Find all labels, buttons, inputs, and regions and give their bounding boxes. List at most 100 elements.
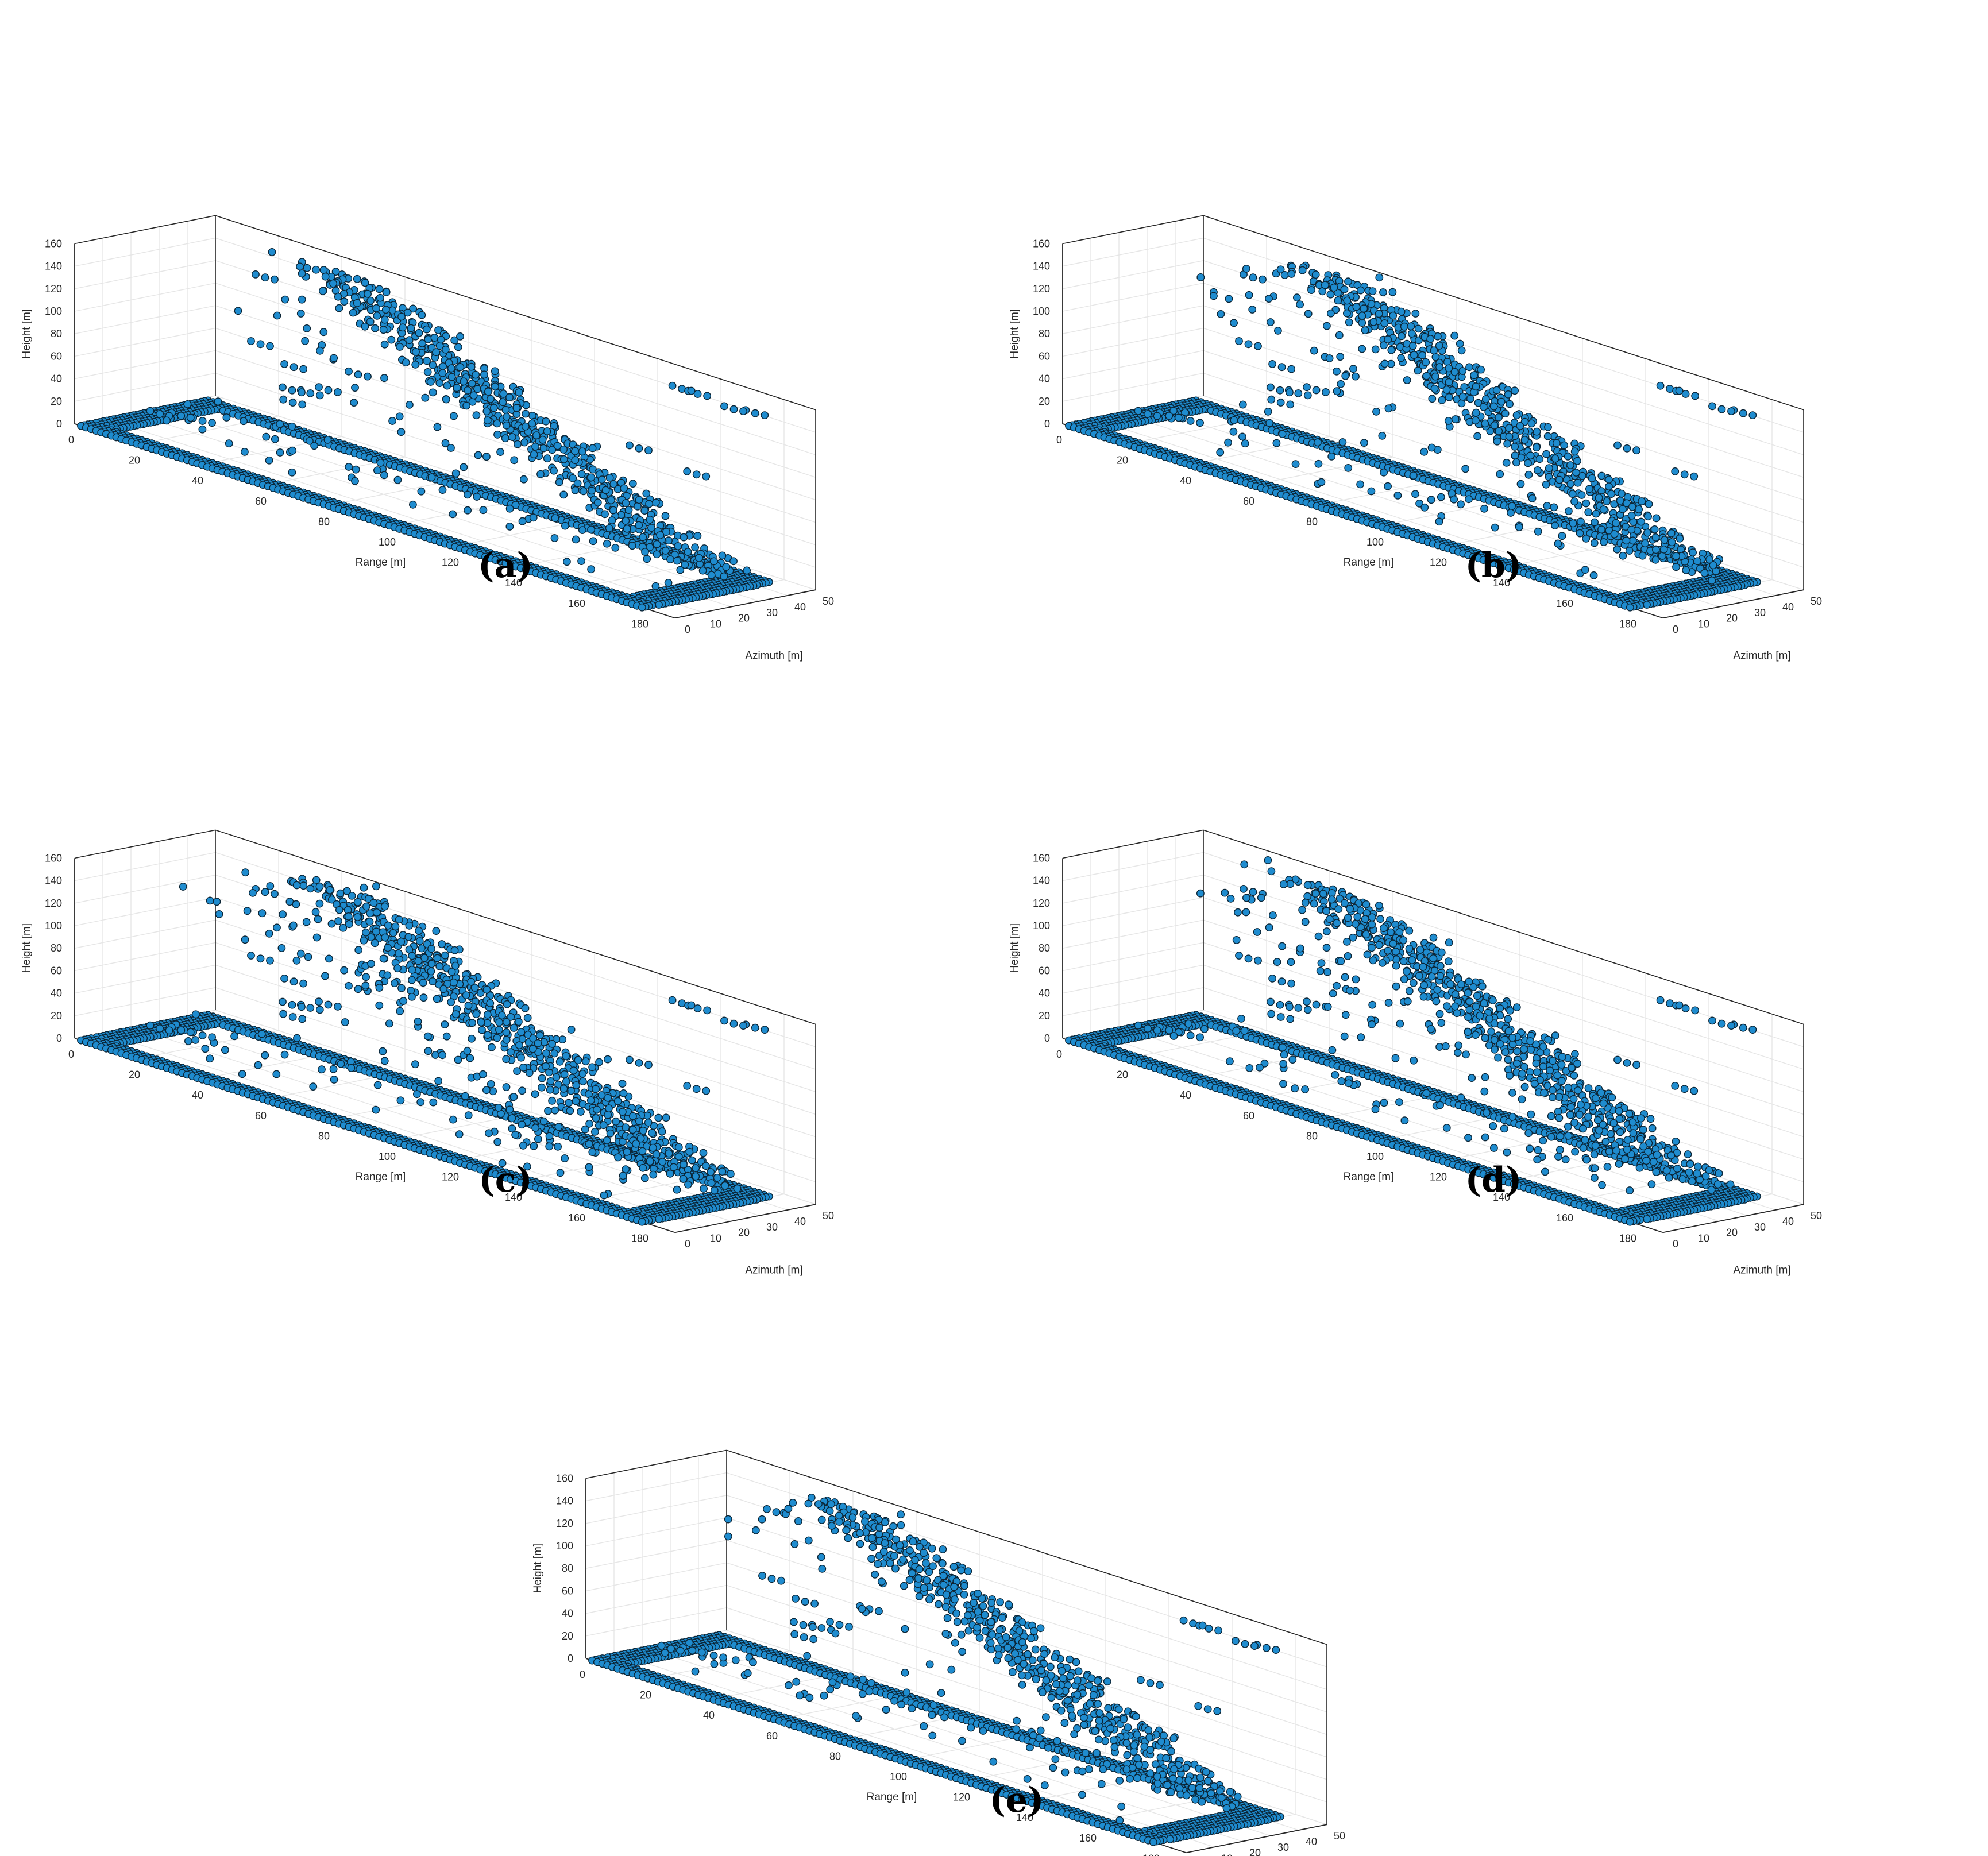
data-point — [310, 442, 318, 450]
data-point — [1502, 459, 1511, 467]
data-point — [1503, 439, 1511, 448]
data-point — [345, 463, 353, 471]
data-point — [305, 436, 314, 445]
y-tick-label: 30 — [766, 607, 778, 618]
data-point — [691, 543, 700, 552]
data-point — [415, 328, 423, 337]
data-point — [1249, 273, 1257, 282]
data-point — [1264, 408, 1272, 416]
data-point — [1310, 346, 1318, 355]
data-point — [186, 413, 195, 422]
data-point — [483, 416, 492, 424]
data-point — [499, 390, 508, 398]
data-point — [323, 436, 332, 444]
data-point — [361, 322, 369, 331]
grid-line — [74, 875, 216, 904]
data-point — [1414, 324, 1423, 333]
z-tick-label: 40 — [1039, 373, 1050, 385]
data-point — [635, 444, 643, 453]
data-point — [639, 533, 647, 542]
y-tick-label: 50 — [823, 596, 834, 607]
data-point — [536, 470, 545, 478]
data-point — [1387, 346, 1396, 354]
data-point — [1371, 345, 1380, 354]
data-point — [1444, 417, 1453, 425]
data-point — [1555, 475, 1564, 484]
data-point — [1437, 493, 1445, 501]
z-tick-label: 0 — [1044, 418, 1050, 430]
data-point — [417, 487, 426, 496]
data-point — [1280, 270, 1289, 279]
data-point — [1380, 359, 1389, 368]
data-point — [1241, 439, 1249, 448]
data-point — [395, 915, 403, 924]
data-point — [604, 1055, 612, 1064]
panel-c: 0 20 40 60 80 100 120 140 160 0 20 40 60 80 100 120 140 1… — [17, 614, 994, 1277]
data-point — [523, 1014, 532, 1022]
data-point — [702, 472, 711, 481]
data-point — [375, 285, 384, 293]
data-point — [1352, 303, 1361, 311]
data-point — [609, 506, 617, 515]
data-point — [447, 364, 455, 373]
data-point — [464, 506, 472, 515]
data-point — [751, 1023, 759, 1032]
data-point — [437, 335, 445, 344]
data-point — [387, 335, 396, 344]
data-point — [393, 475, 402, 484]
data-point — [1623, 444, 1631, 453]
data-point — [261, 273, 269, 282]
data-point — [472, 1010, 481, 1018]
data-point — [611, 544, 620, 552]
data-point — [1312, 386, 1321, 395]
y-tick-label: 40 — [794, 601, 806, 613]
data-point — [655, 601, 663, 609]
data-point — [1533, 427, 1541, 436]
data-point — [588, 486, 596, 495]
data-point — [529, 513, 538, 522]
data-point — [438, 940, 446, 948]
data-point — [1307, 286, 1315, 294]
data-point — [268, 248, 276, 256]
data-point — [1272, 439, 1281, 447]
data-point — [1294, 389, 1303, 397]
data-point — [345, 367, 353, 376]
data-point — [426, 378, 435, 386]
data-point — [515, 388, 523, 397]
data-point — [1445, 378, 1453, 386]
data-point — [1327, 453, 1336, 461]
data-point — [1244, 340, 1253, 349]
data-point — [1651, 533, 1660, 542]
data-point — [298, 388, 306, 397]
x-tick-label: 120 — [442, 557, 459, 569]
data-point — [1526, 451, 1535, 460]
data-point — [1144, 410, 1152, 418]
data-point — [1570, 497, 1578, 506]
data-point — [1524, 470, 1533, 479]
data-point — [605, 524, 613, 532]
z-tick-label: 0 — [56, 418, 62, 430]
data-point — [1542, 450, 1550, 458]
data-point — [1398, 332, 1406, 341]
data-point — [622, 517, 630, 525]
data-point — [1505, 432, 1514, 441]
data-point — [635, 496, 643, 504]
data-point — [1287, 270, 1296, 278]
data-point — [1512, 458, 1520, 467]
z-tick-label: 160 — [1033, 238, 1050, 249]
data-point — [1242, 265, 1250, 273]
data-point — [1480, 505, 1488, 513]
data-point — [482, 453, 491, 461]
data-point — [423, 368, 432, 376]
data-point — [234, 307, 242, 315]
data-point — [647, 524, 655, 532]
data-point — [1637, 517, 1646, 526]
z-tick-label: 140 — [45, 261, 62, 272]
data-point — [1216, 448, 1225, 457]
data-point — [1407, 322, 1415, 331]
data-point — [474, 451, 482, 459]
caption-b: (b) — [1465, 546, 1522, 586]
data-point — [563, 558, 571, 566]
data-point — [1393, 492, 1402, 500]
data-point — [521, 422, 530, 431]
